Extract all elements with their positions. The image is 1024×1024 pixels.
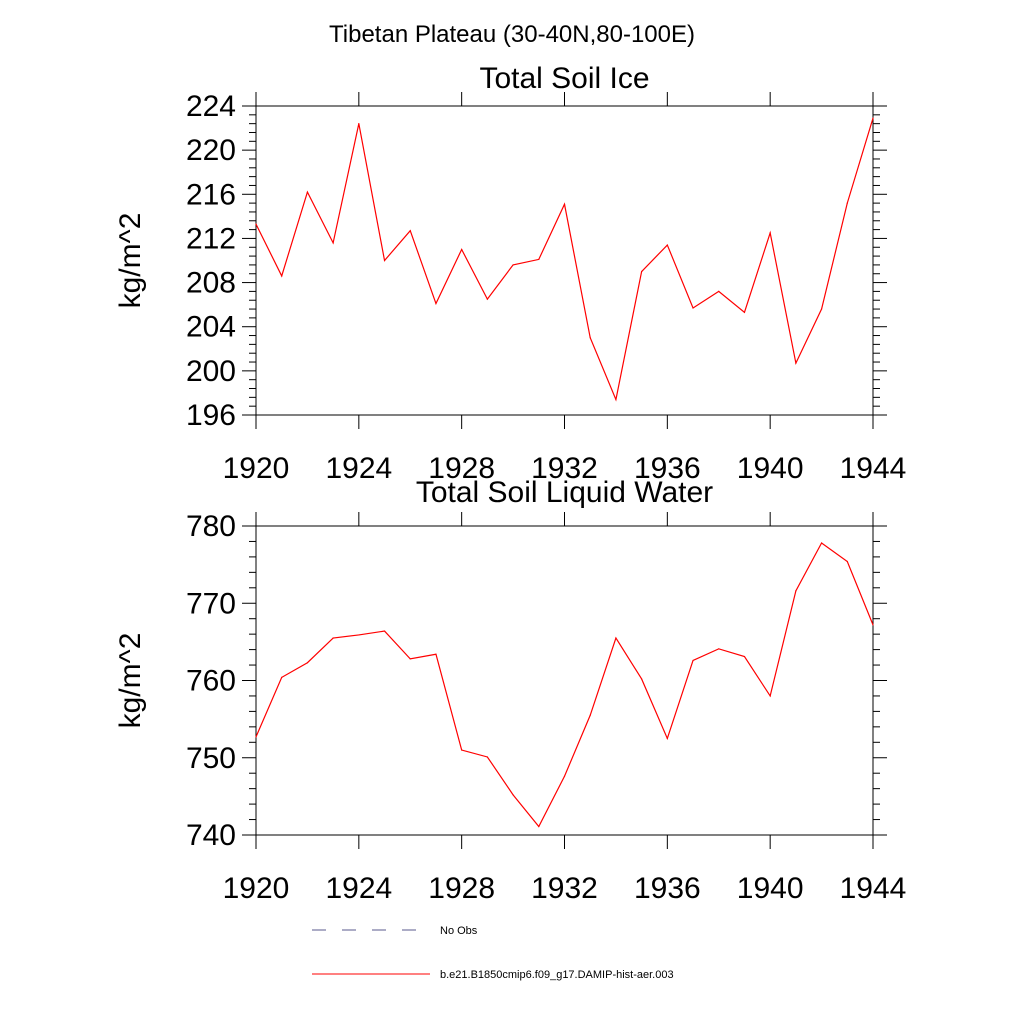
data-point [615,398,617,401]
data-point [512,264,514,266]
data-point [435,302,437,305]
panel-total-soil-liquid-water: Total Soil Liquid Water 1920 1924 1928 1932 1… [114,476,906,905]
y-tick-label: 770 [186,587,236,620]
data-point [306,662,309,664]
data-point [409,230,411,232]
x-tick-label: 1940 [737,872,804,905]
x-tick-label: 1940 [737,452,804,485]
data-point [718,648,720,650]
data-point [538,258,540,260]
data-point [692,659,694,662]
data-point [383,259,386,262]
data-point [486,298,488,300]
x-tick-label: 1928 [428,872,495,905]
data-point [743,655,746,658]
data-point [461,749,463,751]
data-point [383,630,386,632]
panel-total-soil-ice: Total Soil Ice 1920 1924 1928 1932 1936 1940 19… [114,62,906,485]
chart-title: Total Soil Ice [479,62,649,95]
data-point [820,542,823,544]
data-point [820,308,823,310]
x-tick-label: 1920 [223,452,290,485]
data-point [486,756,488,758]
data-point [641,270,643,273]
data-point [281,275,283,277]
data-point [589,337,591,339]
data-point [461,248,463,251]
data-point [769,232,771,234]
y-tick-label: 204 [186,311,236,344]
data-point [358,123,360,125]
y-tick-label: 208 [186,267,236,300]
plot-frame [255,105,874,416]
y-tick-label: 200 [186,355,236,388]
x-tick-label: 1920 [223,872,290,905]
data-point [846,202,848,204]
series-line [255,542,874,828]
data-point [332,637,334,639]
data-point [615,637,617,639]
data-point [332,242,334,244]
x-tick-label: 1936 [634,872,701,905]
x-tick-label: 1936 [634,452,701,485]
data-point [563,203,566,205]
data-point [769,695,771,697]
y-axis-label: kg/m^2 [114,633,147,729]
data-point [435,653,437,655]
x-tick-label: 1944 [840,872,907,905]
y-tick-label: 212 [186,222,236,255]
data-point [512,794,514,796]
y-tick-label: 750 [186,742,236,775]
data-point [589,714,591,716]
x-tick-label: 1928 [428,452,495,485]
y-tick-label: 760 [186,665,236,698]
x-tick-label: 1924 [325,452,392,485]
y-tick-label: 220 [186,134,236,167]
data-point [666,244,668,246]
legend-label-model: b.e21.B1850cmip6.f09_g17.DAMIP-hist-aer.… [440,969,674,981]
data-point [872,624,874,626]
data-point [795,590,797,592]
data-point [409,658,411,660]
y-tick-label: 216 [186,178,236,211]
data-point [641,678,643,680]
data-point [281,676,283,679]
y-tick-label: 780 [186,510,236,543]
data-point [872,117,874,119]
series-line [255,117,874,402]
data-point [795,362,797,364]
plot-frame [255,525,874,836]
y-axis-label: kg/m^2 [114,213,147,309]
x-tick-label: 1944 [840,452,907,485]
data-point [563,775,566,777]
y-tick-label: 740 [186,819,236,852]
data-point [743,311,746,313]
y-tick-label: 224 [186,90,236,123]
data-point [255,223,257,225]
x-tick-label: 1932 [531,452,598,485]
x-tick-label: 1924 [325,872,392,905]
data-point [692,307,694,309]
x-tick-label: 1932 [531,872,598,905]
data-point [358,634,360,636]
data-point [538,825,540,828]
data-point [306,191,309,193]
main-title: Tibetan Plateau (30-40N,80-100E) [329,21,695,48]
legend: No Obs b.e21.B1850cmip6.f09_g17.DAMIP-hi… [312,925,674,981]
data-point [846,560,848,563]
chart-title: Total Soil Liquid Water [416,476,713,509]
data-point [718,290,720,292]
data-point [255,736,257,738]
data-point [666,737,668,740]
legend-label-no-obs: No Obs [440,925,478,937]
y-tick-label: 196 [186,399,236,432]
